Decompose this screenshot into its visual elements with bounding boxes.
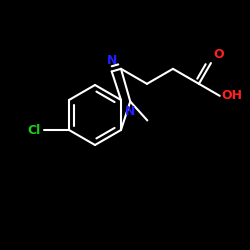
Text: Cl: Cl bbox=[27, 124, 40, 136]
Text: O: O bbox=[213, 48, 224, 61]
Text: N: N bbox=[125, 106, 136, 118]
Text: OH: OH bbox=[222, 89, 243, 102]
Text: N: N bbox=[106, 54, 117, 68]
